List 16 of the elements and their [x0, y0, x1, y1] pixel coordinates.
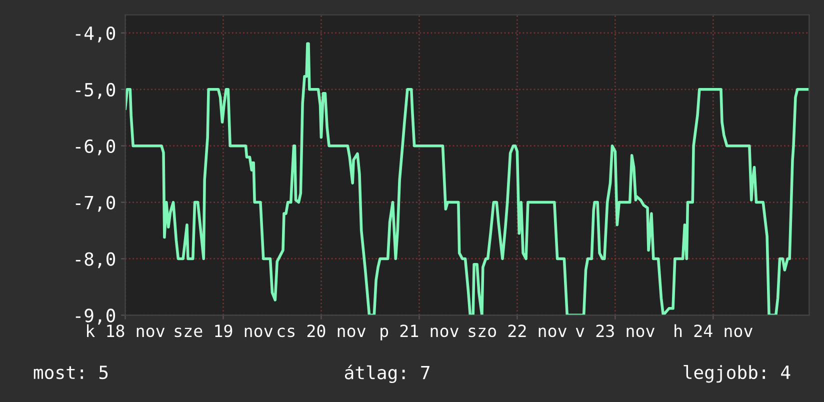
text: most: 5 — [34, 366, 108, 380]
y-tick-label: -7,0 — [76, 196, 116, 212]
y-tick-label: -6,0 — [76, 139, 116, 156]
x-tick-label: cs 20 nov — [278, 324, 366, 338]
x-tick-label: p 21 nov — [380, 324, 459, 340]
text: legjobb: 4 — [684, 365, 790, 383]
text: átlag: 7 — [344, 364, 430, 384]
y-tick-label: -5,0 — [76, 82, 116, 99]
x-tick-label: v 23 nov — [576, 324, 654, 338]
x-tick-label: szo 22 nov — [468, 324, 567, 338]
y-tick-label: -8,0 — [76, 252, 116, 268]
x-tick-label: k 18 nov — [87, 324, 165, 338]
y-tick-label: -4,0 — [76, 26, 116, 42]
x-tick-label: h 24 nov — [674, 324, 752, 338]
y-tick-label: -9,0 — [76, 308, 116, 325]
x-tick-label: sze 19 nov — [174, 324, 273, 338]
